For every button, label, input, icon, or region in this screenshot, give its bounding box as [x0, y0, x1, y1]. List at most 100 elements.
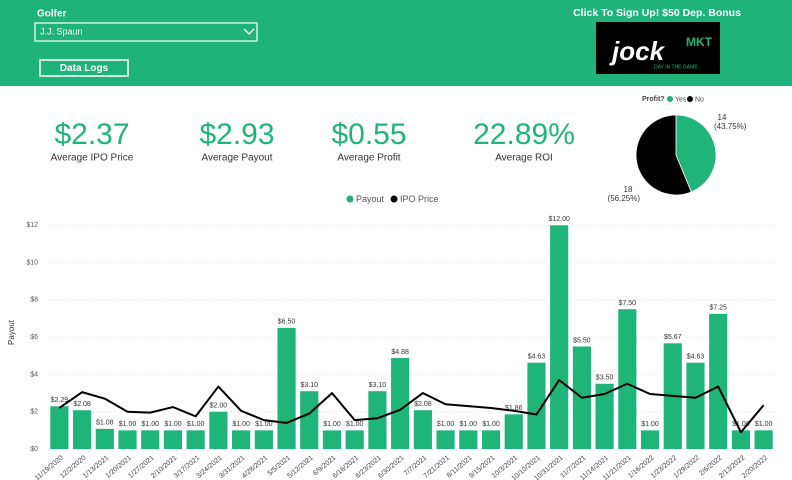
logo-bg[interactable]: [596, 22, 720, 74]
legend-swatch: [687, 96, 693, 102]
bar: [322, 430, 342, 449]
bar: [709, 313, 728, 449]
bar-value-label: $1.00: [141, 421, 159, 428]
logo-badge[interactable]: MKT: [686, 35, 713, 49]
bar-value-label: $4.88: [391, 349, 409, 356]
ad-text[interactable]: Click To Sign Up! $50 Dep. Bonus: [573, 7, 741, 19]
slice-percent-label: (43.75%): [714, 122, 747, 131]
logo-tagline[interactable]: DAY IN THE GAME: [654, 64, 698, 70]
bar-value-label: $1.00: [460, 421, 478, 428]
y-tick-label: $12: [26, 222, 38, 229]
legend-label: No: [695, 96, 704, 103]
bar-value-label: $1.00: [164, 421, 182, 428]
y-tick-label: $8: [30, 297, 38, 304]
bar-value-label: $1.00: [187, 421, 205, 428]
bar-value-label: $1.00: [255, 421, 273, 428]
golfer-label: Golfer: [37, 9, 67, 20]
bar: [209, 411, 228, 449]
bar-value-label: $1.00: [119, 421, 137, 428]
kpi-value: $2.37: [54, 118, 129, 151]
button-label[interactable]: Data Logs: [60, 63, 109, 74]
y-tick-label: $10: [26, 259, 38, 266]
bar-value-label: $1.00: [323, 421, 341, 428]
kpi-label: Average Payout: [202, 153, 273, 164]
bar: [232, 430, 251, 449]
legend-label: IPO Price: [400, 194, 439, 204]
bar: [186, 430, 205, 449]
bar-value-label: $3.10: [301, 382, 319, 389]
bar-value-label: $1.86: [505, 405, 523, 412]
bar: [618, 309, 637, 449]
bar-value-label: $1.00: [437, 421, 455, 428]
bar: [731, 430, 751, 449]
bar: [686, 362, 705, 449]
logo-text[interactable]: jock: [609, 36, 666, 66]
bar: [163, 430, 183, 449]
legend-swatch: [667, 96, 673, 102]
bar: [368, 391, 387, 449]
kpi-label: Average ROI: [495, 153, 553, 164]
bar: [391, 358, 410, 449]
kpi-label: Average Profit: [337, 153, 400, 164]
kpi-label: Average IPO Price: [51, 153, 134, 164]
bar: [345, 430, 364, 449]
bar: [277, 327, 296, 449]
bar-value-label: $3.50: [596, 375, 614, 382]
bar-value-label: $7.25: [709, 305, 727, 312]
data-logs-button[interactable]: Data Logs: [39, 59, 129, 77]
bar: [481, 430, 501, 449]
bar: [72, 410, 92, 449]
bar-value-label: $5.67: [664, 334, 682, 341]
bar-value-label: $1.00: [232, 421, 250, 428]
slice-percent-label: (56.25%): [608, 194, 641, 203]
y-axis-title: Payout: [7, 319, 16, 345]
bar-value-label: $2.29: [51, 397, 69, 404]
pie-slice: [635, 114, 692, 196]
bar: [254, 430, 273, 449]
kpi-value: 22.89%: [473, 118, 575, 151]
bar-value-label: $1.00: [482, 421, 500, 428]
bar: [300, 391, 319, 449]
bar: [640, 430, 660, 449]
bar: [550, 225, 569, 449]
bar: [459, 430, 478, 449]
bar: [754, 430, 773, 449]
button-box[interactable]: [39, 59, 129, 77]
dropdown-box[interactable]: [34, 22, 258, 42]
bar-value-label: $4.63: [528, 354, 546, 361]
bar-value-label: $1.00: [755, 421, 773, 428]
bar-value-label: $6.50: [278, 319, 296, 326]
golfer-dropdown[interactable]: J.J. Spaun: [34, 22, 258, 42]
bar-value-label: $2.00: [210, 403, 228, 410]
bar-value-label: $7.50: [619, 300, 637, 307]
slice-value-label: 14: [718, 113, 727, 122]
bar-value-label: $12.00: [548, 216, 570, 223]
kpi-value: $2.93: [199, 118, 274, 151]
y-tick-label: $0: [30, 446, 38, 453]
ipo-price-line: [58, 379, 765, 434]
dropdown-chevron[interactable]: [243, 28, 255, 35]
bar: [95, 428, 114, 449]
bar-value-label: $2.08: [414, 401, 432, 408]
y-tick-label: $6: [30, 334, 38, 341]
legend-title: Profit?: [642, 96, 665, 103]
y-tick-label: $4: [30, 371, 38, 378]
legend-label: Yes: [675, 96, 687, 103]
bar-value-label: $4.63: [687, 354, 705, 361]
bar: [436, 430, 455, 449]
legend-swatch: [346, 195, 354, 203]
bar-value-label: $1.08: [96, 420, 114, 427]
bar-value-label: $1.00: [641, 421, 659, 428]
pie-slice: [675, 114, 717, 193]
ad-logo[interactable]: jock MKT DAY IN THE GAME: [596, 22, 720, 74]
slice-value-label: 18: [624, 185, 633, 194]
bar: [595, 383, 614, 449]
legend-label: Payout: [356, 194, 385, 204]
dropdown-value[interactable]: J.J. Spaun: [40, 26, 83, 36]
bar-value-label: $2.08: [73, 401, 91, 408]
bar: [527, 362, 546, 449]
kpi-value: $0.55: [331, 118, 406, 151]
legend-swatch: [390, 195, 398, 203]
